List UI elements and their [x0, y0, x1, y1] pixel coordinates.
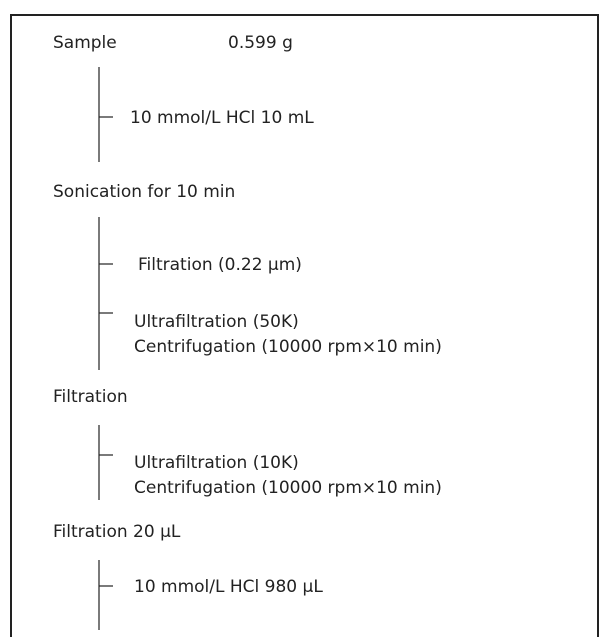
step-label: Sample: [53, 33, 117, 53]
frame: [10, 14, 599, 637]
step-amount: 0.599 g: [228, 33, 293, 53]
treatment: 10 mmol/L HCl 980 µL: [134, 577, 323, 597]
treatment: Filtration (0.22 µm): [138, 255, 302, 275]
treatment: Centrifugation (10000 rpm×10 min): [134, 478, 442, 498]
treatment: Ultrafiltration (50K): [134, 312, 299, 332]
step-label: Filtration: [53, 387, 128, 407]
step-label: Sonication for 10 min: [53, 182, 235, 202]
treatment: Ultrafiltration (10K): [134, 453, 299, 473]
step-label: Filtration 20 µL: [53, 522, 181, 542]
treatment: Centrifugation (10000 rpm×10 min): [134, 337, 442, 357]
treatment: 10 mmol/L HCl 10 mL: [130, 108, 314, 128]
